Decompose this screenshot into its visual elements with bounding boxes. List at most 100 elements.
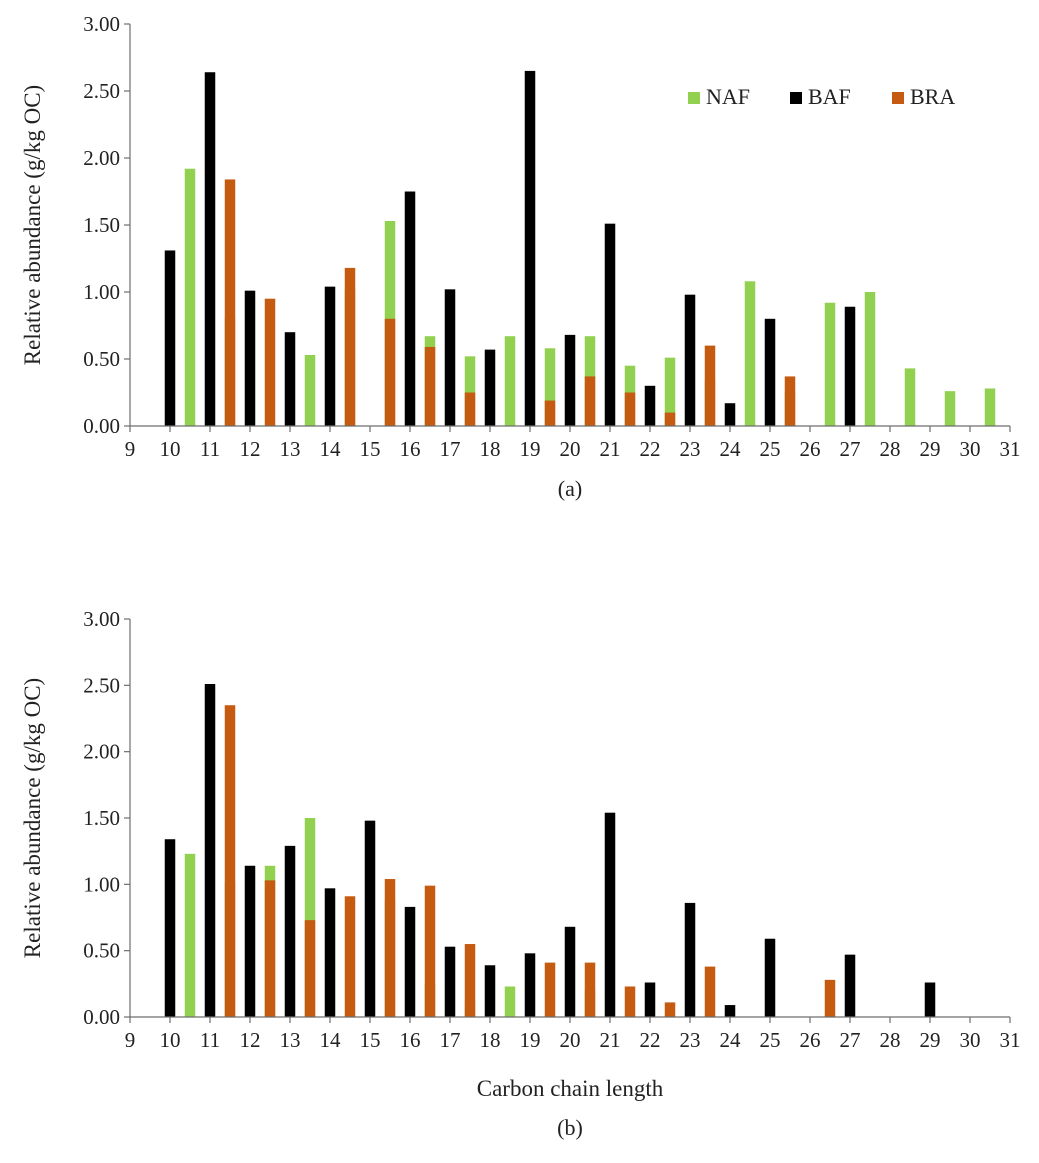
panel-a-y-tick-label: 0.50 bbox=[83, 347, 120, 371]
panel-a-x-tick-label: 21 bbox=[600, 437, 621, 461]
panel-a-bar-naf bbox=[544, 348, 556, 426]
panel-a-bar-naf bbox=[744, 281, 756, 426]
panel-b-y-axis-title: Relative abundance (g/kg OC) bbox=[20, 678, 45, 958]
panel-b-x-axis-title: Carbon chain length bbox=[477, 1076, 664, 1101]
panel-b-bar-baf bbox=[244, 865, 256, 1017]
panel-a-x-tick-label: 19 bbox=[520, 437, 541, 461]
panel-a-bar-bra bbox=[624, 392, 636, 426]
panel-b-bar-baf bbox=[844, 954, 856, 1017]
panel-b-x-tick-label: 30 bbox=[960, 1028, 981, 1052]
panel-a-bar-bra bbox=[224, 179, 236, 426]
panel-a-y-axis-title: Relative abundance (g/kg OC) bbox=[20, 85, 45, 365]
panel-a-bar-naf bbox=[464, 356, 476, 426]
panel-a-y-tick-label: 1.50 bbox=[83, 213, 120, 237]
panel-b-x-tick-label: 11 bbox=[200, 1028, 220, 1052]
panel-a-bar-naf bbox=[824, 302, 836, 426]
panel-a-x-tick-label: 9 bbox=[125, 437, 136, 461]
panel-a-bar-baf bbox=[564, 334, 576, 426]
panel-b-y-tick-label: 1.00 bbox=[83, 872, 120, 896]
panel-a-x-tick-label: 29 bbox=[920, 437, 941, 461]
panel-b-bar-baf bbox=[324, 888, 336, 1017]
panel-b-x-tick-label: 20 bbox=[560, 1028, 581, 1052]
panel-b-bar-baf bbox=[644, 982, 656, 1017]
panel-a-bar-baf bbox=[724, 403, 736, 426]
panel-a-legend-label-bra: BRA bbox=[910, 84, 955, 109]
panel-a-x-tick-label: 30 bbox=[960, 437, 981, 461]
panel-a-x-tick-label: 18 bbox=[480, 437, 501, 461]
panel-b-bar-baf bbox=[484, 965, 496, 1017]
panel-b-bar-bra bbox=[384, 879, 396, 1017]
panel-b-bar-bra bbox=[624, 986, 636, 1017]
panel-a-legend-label-naf: NAF bbox=[706, 84, 750, 109]
panel-a-x-tick-label: 16 bbox=[400, 437, 421, 461]
panel-a-x-tick-label: 14 bbox=[320, 437, 342, 461]
panel-b-y-tick-label: 1.50 bbox=[83, 806, 120, 830]
panel-b-y-tick-label: 3.00 bbox=[83, 607, 120, 631]
panel-a-y-tick-label: 2.50 bbox=[83, 79, 120, 103]
panel-b-bar-naf bbox=[184, 853, 196, 1017]
panel-a-x-tick-label: 31 bbox=[1000, 437, 1021, 461]
panel-a-bar-naf bbox=[304, 354, 316, 426]
panel-a-bar-bra bbox=[584, 376, 596, 426]
panel-a-bar-naf bbox=[184, 168, 196, 426]
panel-a-bar-bra bbox=[424, 346, 436, 426]
panel-a-bar-naf bbox=[504, 336, 516, 426]
panel-b-bar-naf bbox=[304, 818, 316, 1017]
panel-a-bar-baf bbox=[404, 191, 416, 426]
panel-b-x-tick-label: 29 bbox=[920, 1028, 941, 1052]
panel-b-y-tick-label: 0.50 bbox=[83, 939, 120, 963]
panel-b-x-tick-label: 25 bbox=[760, 1028, 781, 1052]
panel-a-bar-naf bbox=[864, 292, 876, 426]
panel-b-x-tick-label: 23 bbox=[680, 1028, 701, 1052]
panel-a-y-tick-label: 1.00 bbox=[83, 280, 120, 304]
panel-b-bar-baf bbox=[564, 926, 576, 1017]
panel-b-bar-baf bbox=[924, 982, 936, 1017]
panel-b-bar-bra bbox=[704, 966, 716, 1017]
panel-b-x-tick-label: 31 bbox=[1000, 1028, 1021, 1052]
panel-b-bar-bra bbox=[464, 944, 476, 1017]
panel-b-bar-bra bbox=[304, 920, 316, 1017]
panel-a-x-tick-label: 17 bbox=[440, 437, 461, 461]
panel-b-x-tick-label: 28 bbox=[880, 1028, 901, 1052]
panel-b-x-tick-label: 9 bbox=[125, 1028, 136, 1052]
panel-b-x-tick-label: 14 bbox=[320, 1028, 342, 1052]
panel-b-bar-baf bbox=[524, 953, 536, 1017]
panel-b-bar-bra bbox=[224, 705, 236, 1017]
panel-a-bar-baf bbox=[164, 250, 176, 426]
panel-a-bar-baf bbox=[244, 290, 256, 426]
panel-a-bar-baf bbox=[524, 70, 536, 427]
panel-b-y-tick-label: 0.00 bbox=[83, 1005, 120, 1029]
panel-b-bar-baf bbox=[444, 946, 456, 1017]
panel-b-x-tick-label: 21 bbox=[600, 1028, 621, 1052]
panel-a-bar-bra bbox=[544, 400, 556, 426]
panel-b-x-tick-label: 12 bbox=[240, 1028, 261, 1052]
panel-a-y-tick-label: 2.00 bbox=[83, 146, 120, 170]
panel-b-x-tick-label: 26 bbox=[800, 1028, 821, 1052]
panel-a-bar-naf bbox=[984, 388, 996, 426]
panel-b-x-tick-label: 17 bbox=[440, 1028, 461, 1052]
panel-a-x-tick-label: 15 bbox=[360, 437, 381, 461]
panel-a-x-tick-label: 10 bbox=[160, 437, 181, 461]
panel-a-x-tick-label: 23 bbox=[680, 437, 701, 461]
panel-a-bar-baf bbox=[644, 385, 656, 426]
panel-b-bar-baf bbox=[604, 812, 616, 1017]
panel-a-x-tick-label: 20 bbox=[560, 437, 581, 461]
panel-a-panel-label: (a) bbox=[558, 476, 582, 501]
panel-a-bar-naf bbox=[664, 357, 676, 426]
panel-b-x-tick-label: 15 bbox=[360, 1028, 381, 1052]
panel-b-bar-bra bbox=[424, 885, 436, 1017]
panel-a-bar-bra bbox=[704, 345, 716, 426]
panel-a-bar-baf bbox=[484, 349, 496, 426]
panel-b-panel-label: (b) bbox=[557, 1115, 583, 1140]
panel-a-bar-baf bbox=[324, 286, 336, 426]
panel-b-bar-baf bbox=[684, 902, 696, 1017]
panel-a-x-tick-label: 28 bbox=[880, 437, 901, 461]
panel-a-bar-baf bbox=[844, 306, 856, 426]
panel-b-x-tick-label: 24 bbox=[720, 1028, 742, 1052]
panel-a-y-tick-label: 0.00 bbox=[83, 414, 120, 438]
panel-a-bar-bra bbox=[384, 318, 396, 426]
panel-b-x-tick-label: 22 bbox=[640, 1028, 661, 1052]
panel-b-bar-baf bbox=[764, 938, 776, 1017]
